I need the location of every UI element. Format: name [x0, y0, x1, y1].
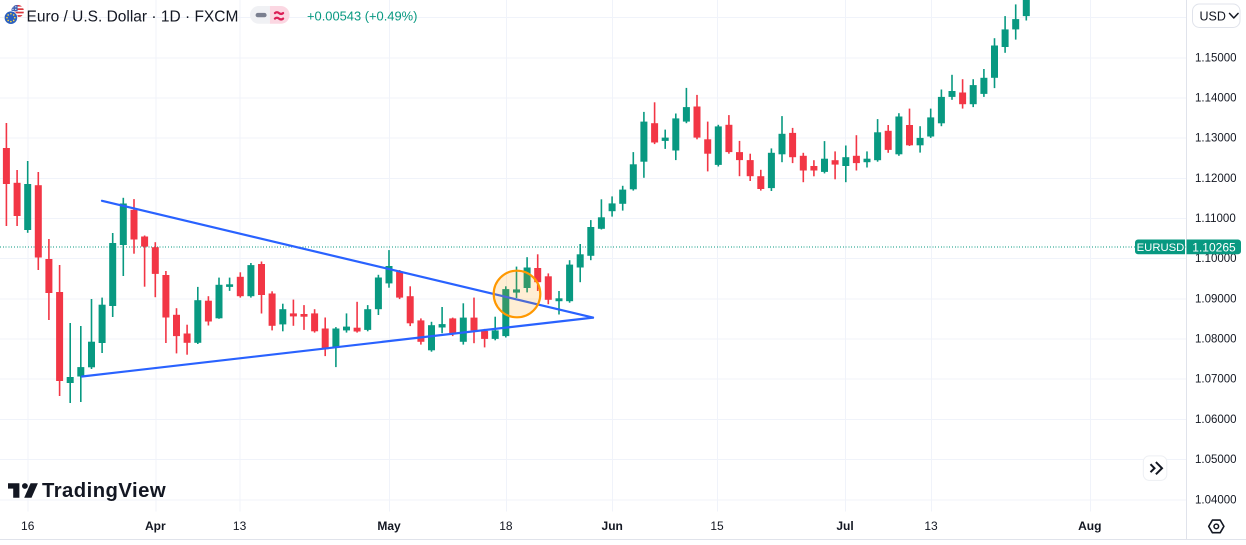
svg-text:1.13000: 1.13000 [1195, 133, 1237, 145]
svg-text:Aug: Aug [1078, 519, 1101, 533]
svg-text:Jun: Jun [602, 519, 623, 533]
svg-text:1.04000: 1.04000 [1195, 494, 1237, 506]
svg-text:1.11000: 1.11000 [1195, 213, 1236, 225]
svg-text:18: 18 [499, 519, 513, 533]
svg-text:1.14000: 1.14000 [1195, 93, 1237, 105]
svg-text:16: 16 [21, 519, 35, 533]
svg-text:TradingView: TradingView [42, 480, 166, 502]
svg-text:1.09000: 1.09000 [1195, 293, 1237, 305]
svg-text:1.10000: 1.10000 [1195, 253, 1237, 265]
svg-text:1.06000: 1.06000 [1195, 414, 1237, 426]
svg-text:1.07000: 1.07000 [1195, 374, 1237, 386]
svg-text:15: 15 [710, 519, 724, 533]
svg-text:USD: USD [1200, 10, 1226, 24]
svg-text:13: 13 [233, 519, 247, 533]
svg-text:Euro / U.S. Dollar · 1D · FXCM: Euro / U.S. Dollar · 1D · FXCM [27, 9, 239, 26]
svg-text:Apr: Apr [145, 519, 166, 533]
svg-text:13: 13 [924, 519, 938, 533]
svg-text:1.10265: 1.10265 [1192, 240, 1236, 254]
svg-text:1.12000: 1.12000 [1195, 173, 1237, 185]
svg-text:1.08000: 1.08000 [1195, 334, 1237, 346]
svg-text:EURUSD: EURUSD [1137, 242, 1185, 254]
svg-text:1.15000: 1.15000 [1195, 52, 1237, 64]
svg-text:May: May [377, 519, 401, 533]
svg-text:1.05000: 1.05000 [1195, 454, 1237, 466]
svg-text:Jul: Jul [836, 519, 853, 533]
svg-text:+0.00543 (+0.49%): +0.00543 (+0.49%) [307, 9, 417, 24]
